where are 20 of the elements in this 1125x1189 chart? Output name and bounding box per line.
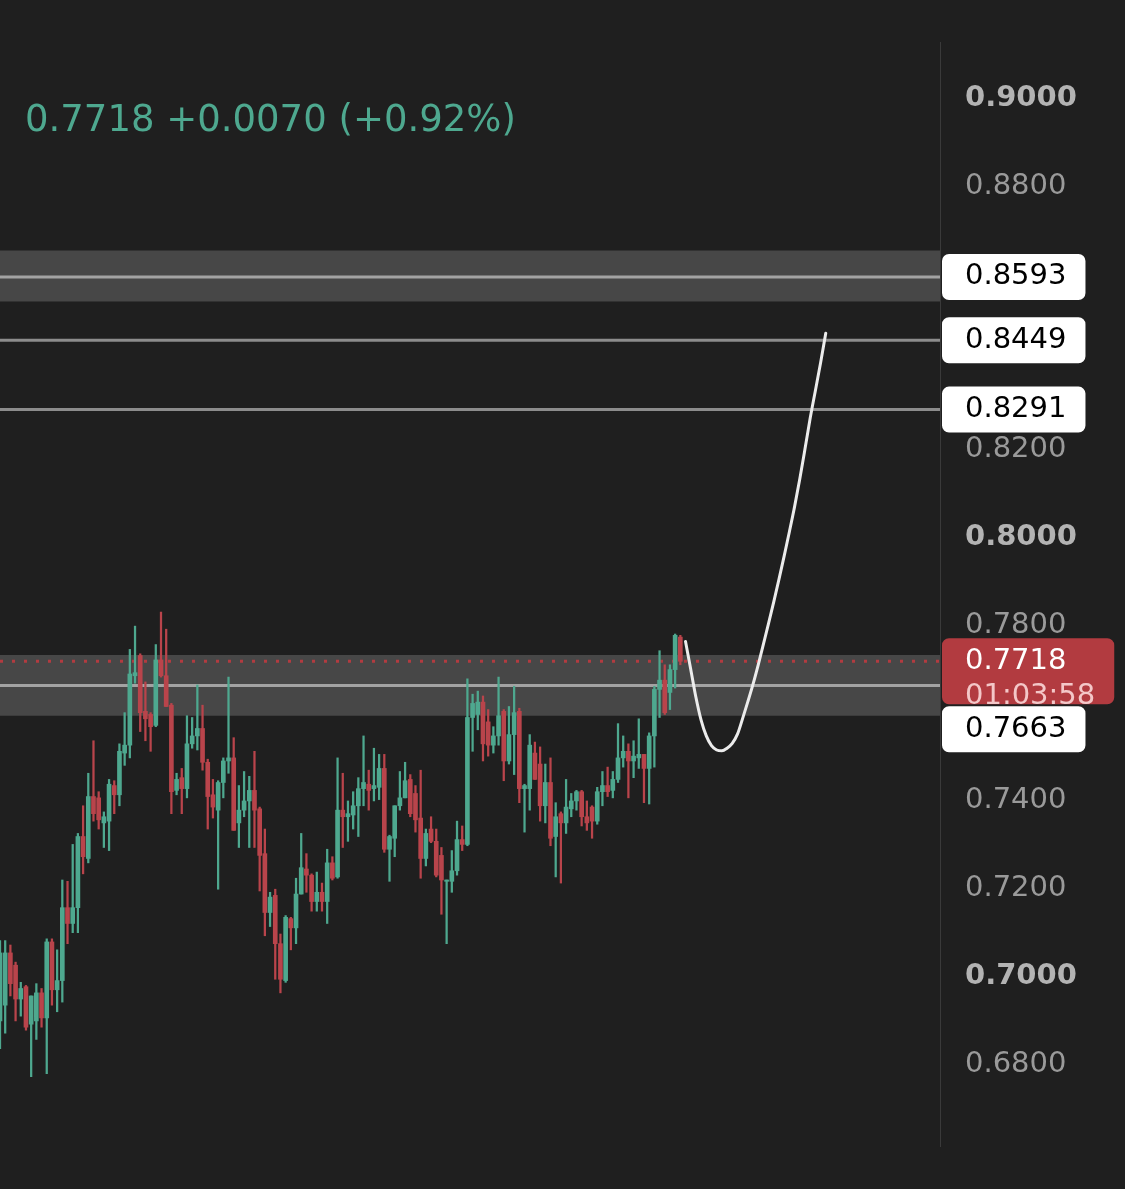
ref-line-label: 0.8291 bbox=[965, 390, 1067, 425]
ref-line-label: 0.8593 bbox=[965, 257, 1067, 292]
candlestick bbox=[626, 743, 631, 799]
y-tick-label: 0.7800 bbox=[965, 605, 1067, 640]
ref-line-label: 0.8449 bbox=[965, 320, 1067, 355]
y-tick-label: 0.8000 bbox=[965, 517, 1077, 552]
text: 01:03:58 bbox=[965, 676, 1096, 711]
y-tick-label: 0.8200 bbox=[965, 430, 1067, 465]
y-tick-label: 0.9000 bbox=[965, 78, 1077, 113]
ref-line-label: 0.7718 bbox=[965, 641, 1067, 676]
y-tick-label: 0.7400 bbox=[965, 781, 1067, 816]
candlestick bbox=[65, 880, 70, 945]
text: 0.7718 +0.0070 (+0.92%) bbox=[25, 97, 516, 141]
line-series bbox=[684, 331, 828, 753]
y-tick-label: 0.6800 bbox=[965, 1045, 1067, 1079]
y-tick-label: 0.7000 bbox=[965, 957, 1077, 992]
y-tick-label: 0.8800 bbox=[965, 166, 1067, 201]
candlestick bbox=[605, 766, 610, 797]
y-tick-label: 0.7200 bbox=[965, 869, 1067, 904]
ref-line-label: 0.7663 bbox=[965, 709, 1067, 744]
